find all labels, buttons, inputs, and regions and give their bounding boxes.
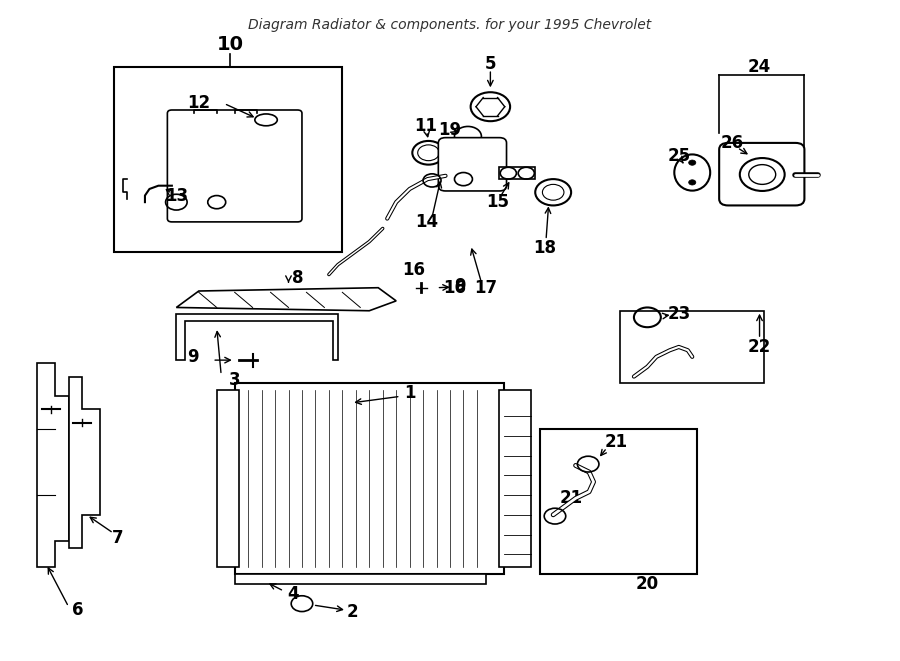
Text: 26: 26 <box>721 134 744 152</box>
Bar <box>500 390 531 567</box>
FancyBboxPatch shape <box>719 143 805 206</box>
Text: 2: 2 <box>346 603 358 621</box>
Text: 14: 14 <box>415 213 438 231</box>
Bar <box>540 429 697 574</box>
Text: 3: 3 <box>229 371 240 389</box>
Text: 5: 5 <box>484 55 496 73</box>
Polygon shape <box>176 288 396 311</box>
Text: 12: 12 <box>187 95 211 112</box>
Text: 22: 22 <box>748 338 771 356</box>
Text: 23: 23 <box>667 305 690 323</box>
FancyBboxPatch shape <box>438 137 507 191</box>
Polygon shape <box>68 377 100 548</box>
Text: 1: 1 <box>404 384 416 402</box>
Text: 4: 4 <box>287 585 299 603</box>
Text: Diagram Radiator & components. for your 1995 Chevrolet: Diagram Radiator & components. for your … <box>248 18 652 32</box>
Polygon shape <box>176 314 338 360</box>
Bar <box>113 67 342 252</box>
Text: 17: 17 <box>474 279 498 297</box>
Text: 16: 16 <box>402 261 426 279</box>
Text: 18: 18 <box>533 239 555 257</box>
Circle shape <box>688 180 696 185</box>
Polygon shape <box>37 364 68 567</box>
Text: 20: 20 <box>635 575 659 593</box>
Text: 16: 16 <box>443 279 466 297</box>
Text: 13: 13 <box>165 186 188 204</box>
Bar <box>620 311 764 383</box>
Text: 24: 24 <box>748 58 771 76</box>
Text: 21: 21 <box>560 489 582 508</box>
Text: 7: 7 <box>112 529 124 547</box>
Bar <box>235 574 486 584</box>
Text: 15: 15 <box>486 193 509 211</box>
Text: 9: 9 <box>454 277 466 295</box>
Text: 19: 19 <box>438 121 462 139</box>
Circle shape <box>688 160 696 165</box>
Text: 21: 21 <box>605 434 627 451</box>
FancyBboxPatch shape <box>167 110 302 222</box>
Bar <box>235 383 504 574</box>
Bar <box>500 167 536 179</box>
Text: 8: 8 <box>292 269 303 287</box>
Text: 9: 9 <box>187 348 199 366</box>
Text: 11: 11 <box>414 118 437 136</box>
Text: 10: 10 <box>217 34 244 54</box>
Text: 6: 6 <box>72 602 84 619</box>
Bar <box>217 390 239 567</box>
Text: 25: 25 <box>667 147 690 165</box>
